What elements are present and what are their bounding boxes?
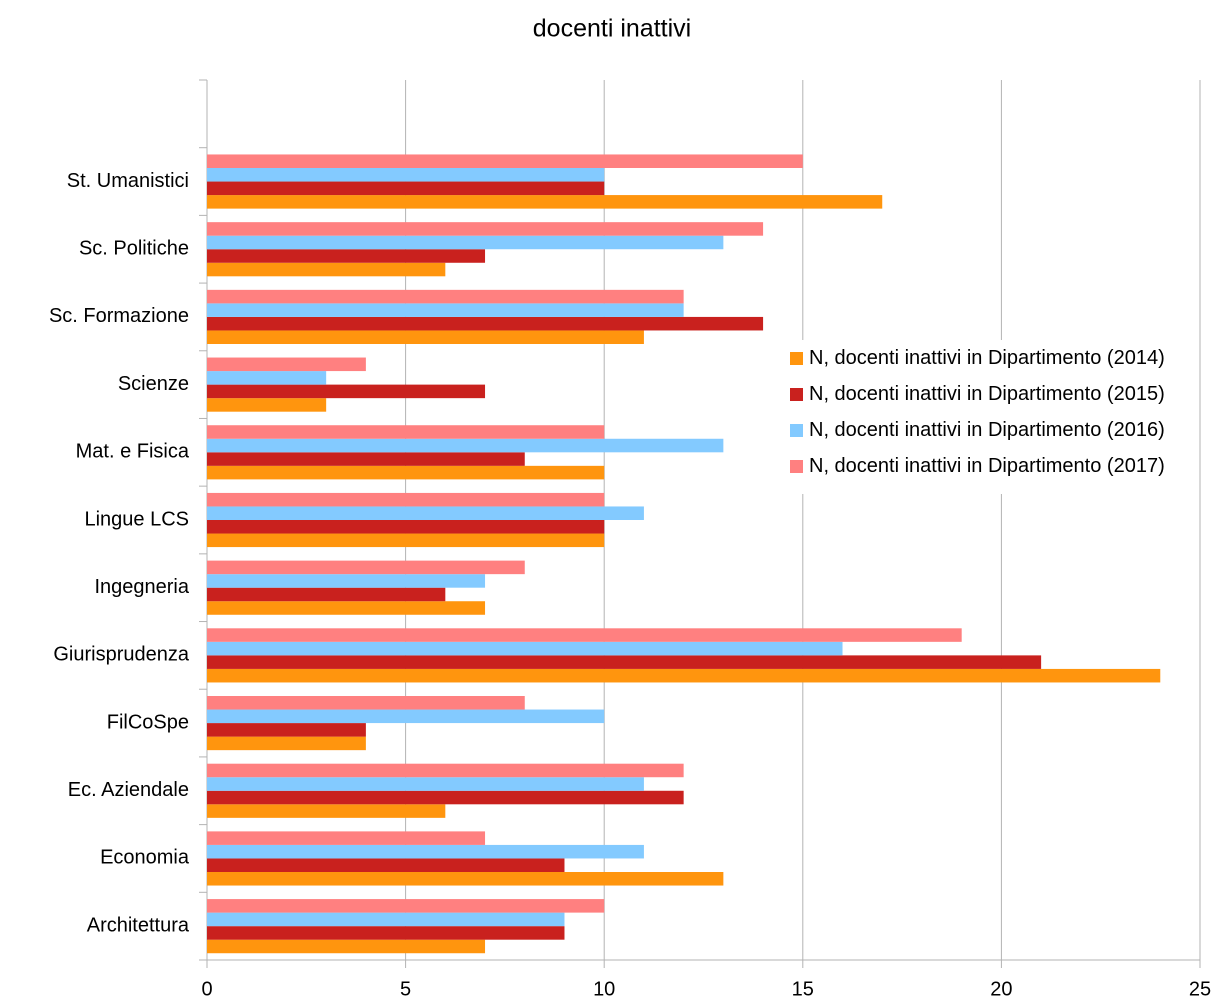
legend: N, docenti inattivi in Dipartimento (201… (786, 340, 1196, 494)
bar (207, 655, 1042, 669)
y-tick-label: FilCoSpe (107, 711, 189, 733)
bar (207, 831, 486, 845)
bar (207, 736, 366, 751)
legend-swatch (790, 424, 803, 437)
bar (207, 709, 605, 724)
y-tick-label: Scienze (118, 373, 189, 395)
bar (207, 723, 366, 737)
x-tick-label: 10 (593, 978, 615, 1000)
bar (207, 520, 605, 534)
bar (207, 425, 605, 439)
bar (207, 804, 446, 818)
legend-label: N, docenti inattivi in Dipartimento (201… (809, 455, 1165, 477)
bar (207, 438, 724, 453)
legend-swatch (790, 352, 803, 365)
bar (207, 316, 764, 331)
bar (207, 249, 486, 263)
bar (207, 790, 684, 805)
bar (207, 452, 525, 466)
bar (207, 899, 605, 913)
legend-label: N, docenti inattivi in Dipartimento (201… (809, 419, 1165, 441)
bar (207, 168, 605, 182)
chart-title: docenti inattivi (533, 15, 691, 43)
bar (207, 154, 803, 168)
y-tick-label: Lingue LCS (84, 508, 189, 530)
legend-swatch (790, 388, 803, 401)
bar (207, 628, 962, 642)
bar (207, 492, 605, 507)
legend-label: N, docenti inattivi in Dipartimento (201… (809, 347, 1165, 369)
x-tick-label: 20 (990, 978, 1012, 1000)
y-tick-label: St. Umanistici (67, 170, 189, 192)
bar (207, 574, 486, 588)
legend-item: N, docenti inattivi in Dipartimento (201… (786, 380, 1196, 409)
bar (207, 398, 327, 412)
bar (207, 641, 843, 656)
bar (207, 872, 724, 886)
bar (207, 668, 1161, 683)
bar (207, 926, 565, 940)
legend-item: N, docenti inattivi in Dipartimento (201… (786, 416, 1196, 445)
y-tick-label: Sc. Politiche (79, 238, 189, 260)
y-tick-label: Giurisprudenza (53, 644, 190, 666)
bar (207, 330, 644, 344)
y-tick-label: Ec. Aziendale (68, 779, 189, 801)
bar (207, 262, 446, 277)
bar (207, 181, 605, 196)
bar (207, 465, 605, 480)
bar (207, 506, 644, 520)
y-tick-label: Sc. Formazione (49, 305, 189, 327)
bar (207, 371, 327, 385)
bar (207, 384, 486, 399)
bar (207, 601, 486, 615)
y-tick-label: Ingegneria (94, 576, 189, 598)
x-tick-label: 15 (792, 978, 814, 1000)
bar (207, 777, 644, 791)
bar (207, 939, 486, 954)
bar (207, 696, 525, 710)
bar (207, 560, 525, 575)
bar (207, 844, 644, 859)
bar (207, 195, 883, 209)
x-tick-label: 5 (400, 978, 411, 1000)
x-tick-label: 0 (201, 978, 212, 1000)
legend-swatch (790, 460, 803, 473)
bar (207, 303, 684, 317)
y-tick-label: Architettura (87, 914, 190, 936)
x-tick-label: 25 (1189, 978, 1211, 1000)
legend-item: N, docenti inattivi in Dipartimento (201… (786, 344, 1196, 373)
legend-item: N, docenti inattivi in Dipartimento (201… (786, 452, 1196, 481)
bar (207, 587, 446, 602)
y-tick-label: Mat. e Fisica (76, 441, 190, 463)
bar (207, 912, 565, 927)
legend-label: N, docenti inattivi in Dipartimento (201… (809, 383, 1165, 405)
y-tick-label: Economia (100, 847, 190, 869)
bar (207, 289, 684, 304)
bar (207, 533, 605, 548)
bar (207, 858, 565, 872)
bar (207, 222, 764, 236)
bar (207, 763, 684, 778)
bar (207, 357, 366, 372)
bar (207, 235, 724, 250)
